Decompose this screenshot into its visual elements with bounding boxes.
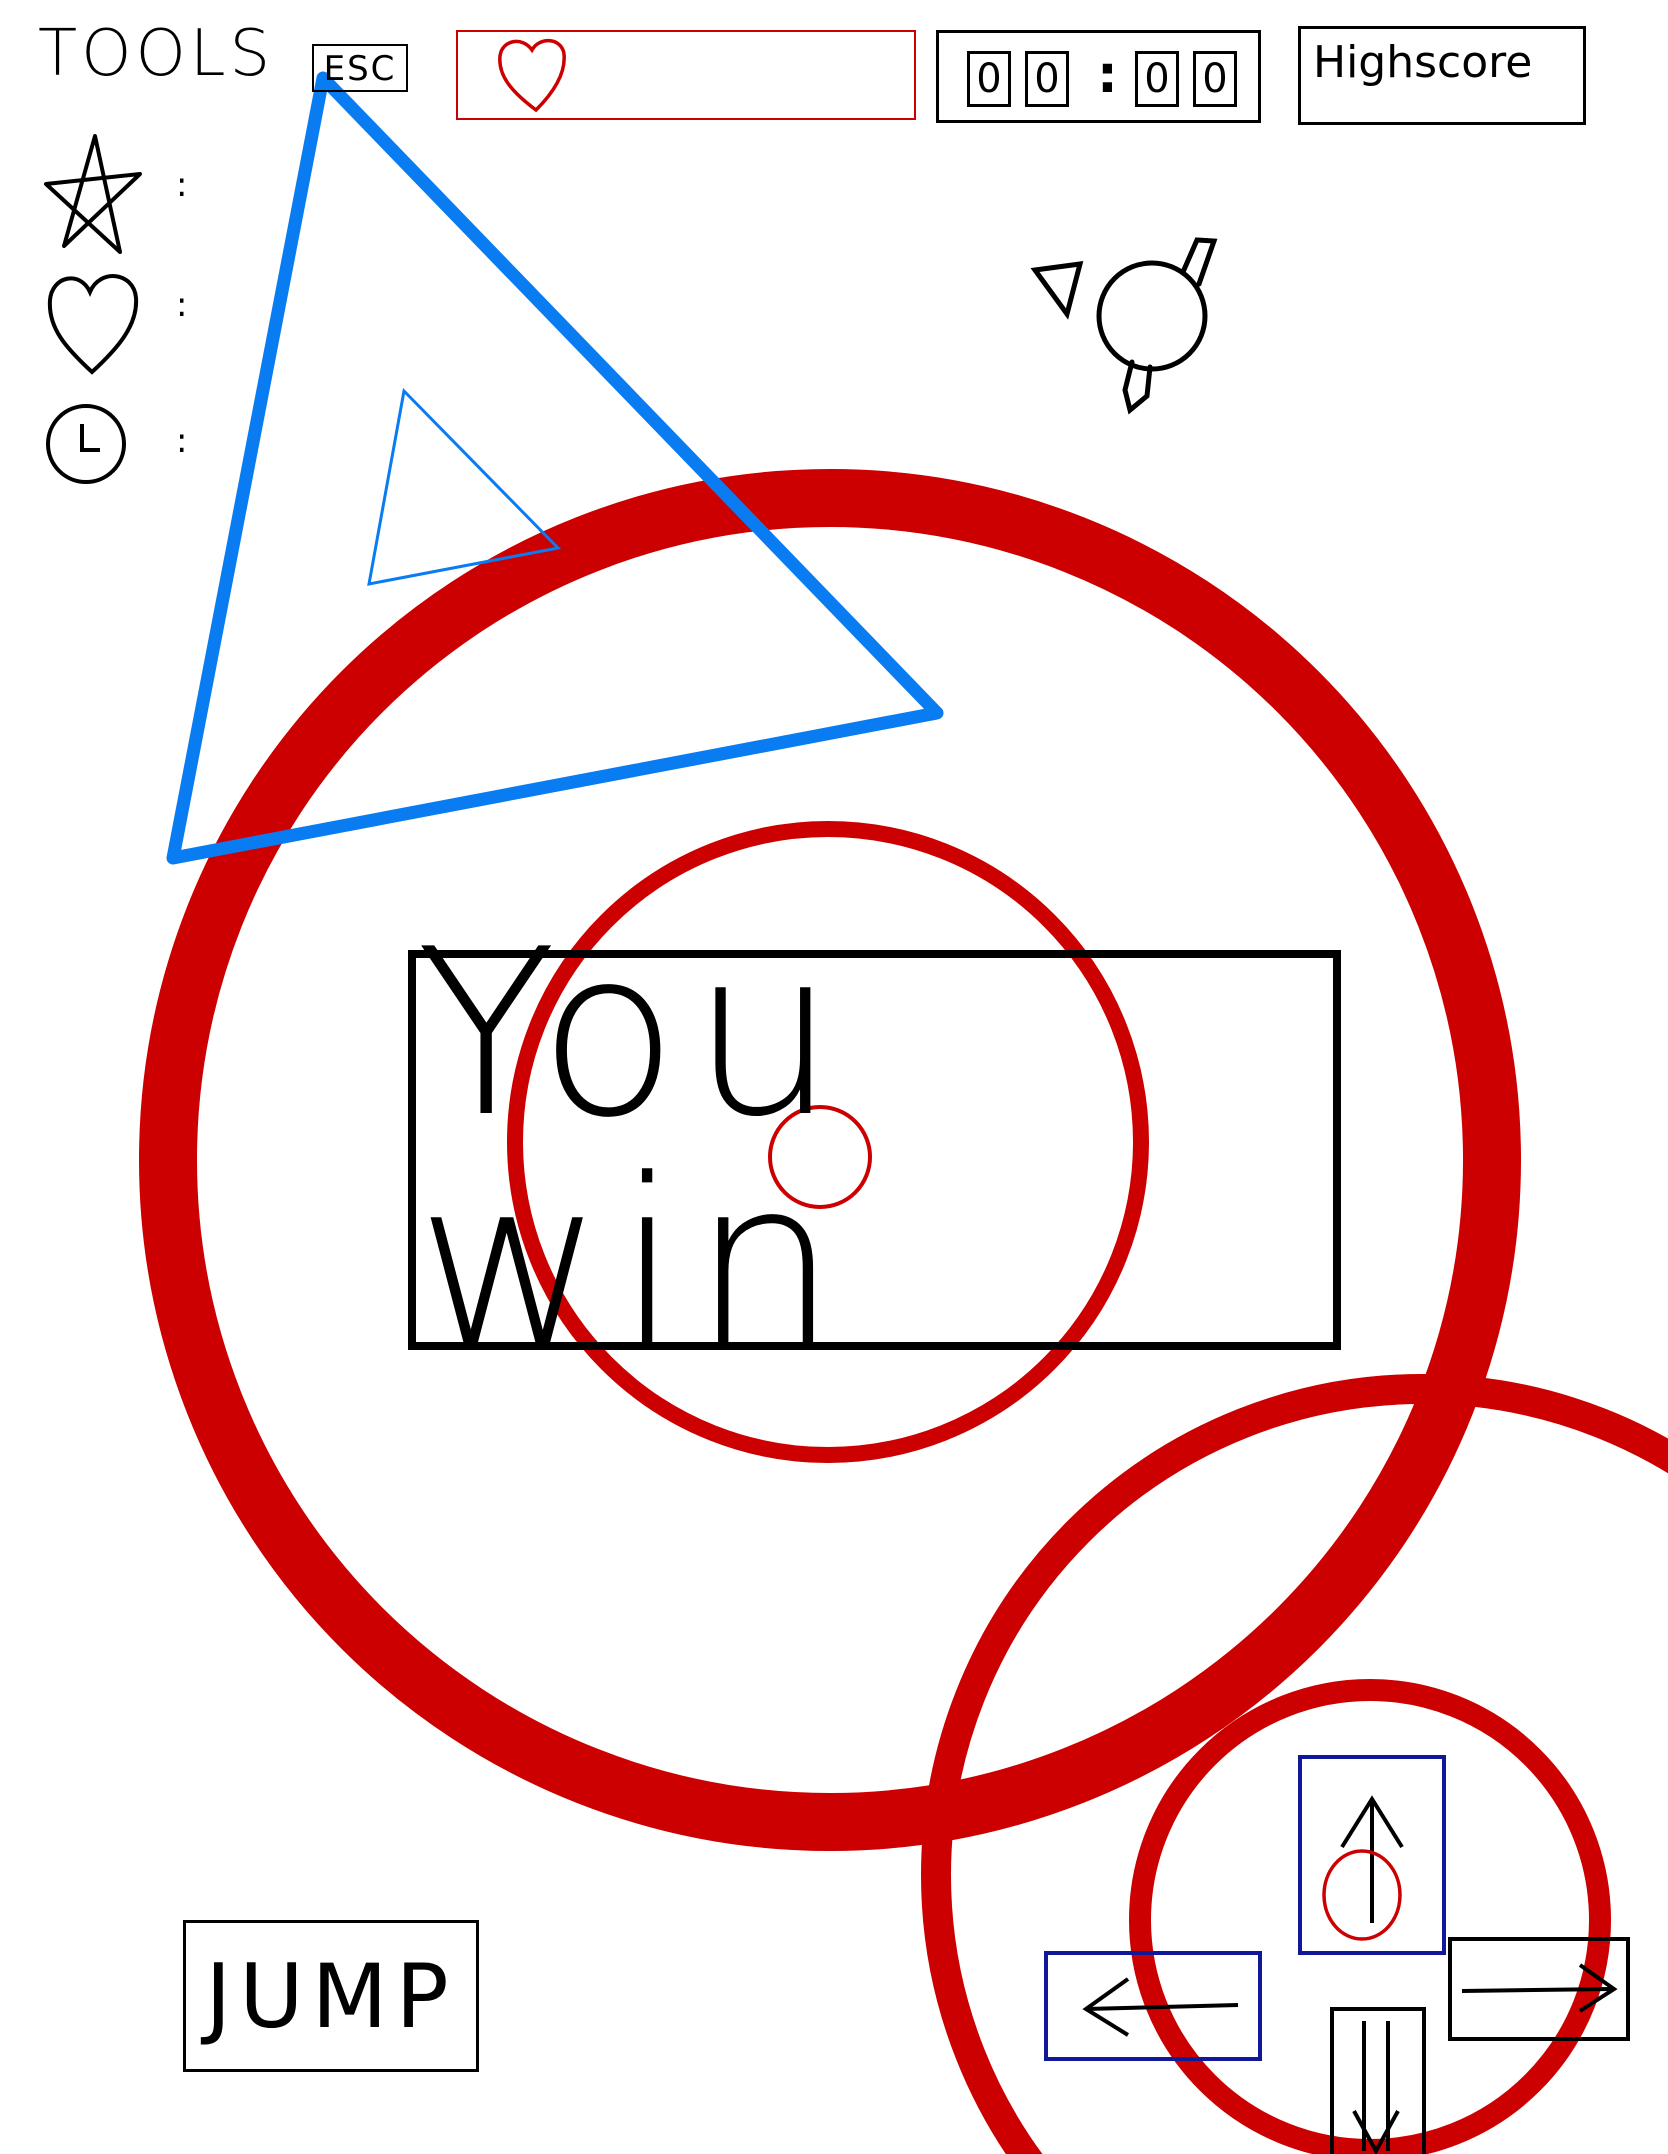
big-blue-triangle [166, 71, 944, 865]
tool-count-heart: : [176, 285, 188, 325]
star-icon [44, 134, 142, 254]
tool-count-star: : [176, 165, 188, 205]
arrow-up-icon [1322, 1795, 1404, 1941]
timer: 0 0 : 0 0 [936, 30, 1261, 123]
arrow-left-icon [1082, 1977, 1239, 2037]
timer-digit: 0 [1135, 51, 1179, 107]
dpad-right-button[interactable] [1448, 1937, 1630, 2041]
health-bar [456, 30, 916, 120]
bottom-right-ring-inner [1129, 1679, 1611, 2154]
highscore-panel: Highscore [1298, 26, 1586, 125]
player-character [1030, 237, 1218, 415]
arrow-down-icon [1352, 2021, 1400, 2154]
esc-button[interactable]: ESC [312, 44, 408, 92]
inner-target-ring [507, 821, 1149, 1463]
win-message: You win [416, 901, 850, 1398]
clock-icon [46, 404, 126, 484]
tool-item-star[interactable]: : [40, 128, 200, 260]
tools-title: TOOLS [38, 17, 275, 91]
tool-item-clock[interactable]: : [44, 398, 204, 498]
dpad-up-button[interactable] [1298, 1755, 1446, 1955]
tool-item-heart[interactable]: : [44, 262, 204, 382]
dpad [1030, 1745, 1668, 2154]
jump-button[interactable]: JUMP [183, 1920, 479, 2072]
timer-digit: 0 [1193, 51, 1237, 107]
timer-separator: : [1097, 45, 1118, 105]
center-target-dot [768, 1105, 872, 1209]
heart-icon [498, 39, 566, 113]
timer-digit: 0 [967, 51, 1011, 107]
small-blue-triangle [367, 387, 562, 586]
big-target-ring [139, 469, 1521, 1851]
heart-icon [47, 274, 139, 375]
dpad-down-button[interactable] [1330, 2007, 1426, 2154]
win-panel: You win [408, 901, 1341, 1398]
bottom-right-ring-outer [921, 1374, 1668, 2154]
dpad-left-button[interactable] [1044, 1951, 1262, 2061]
tool-count-clock: : [176, 421, 188, 461]
arrow-right-icon [1461, 1963, 1618, 2013]
timer-digit: 0 [1025, 51, 1069, 107]
